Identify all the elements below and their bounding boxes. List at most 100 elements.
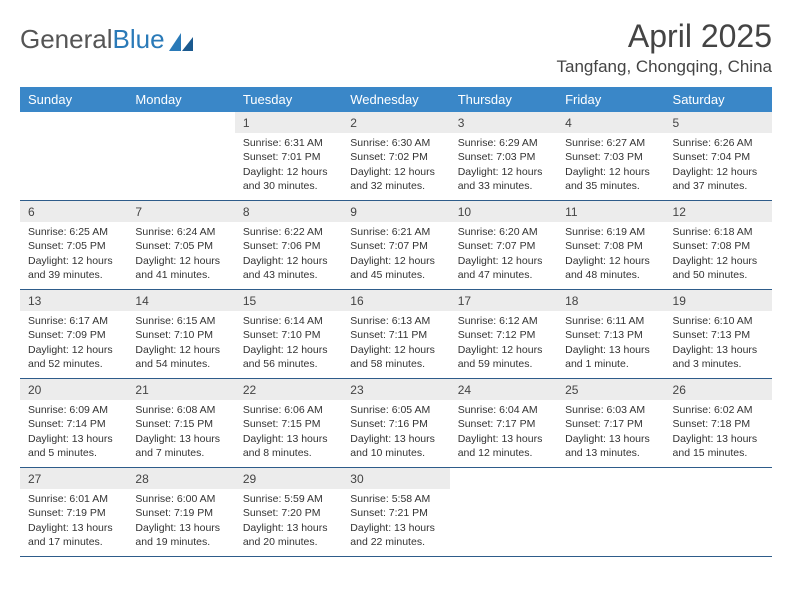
day-body: Sunrise: 6:11 AMSunset: 7:13 PMDaylight:… [557,311,664,377]
sunset-text: Sunset: 7:15 PM [135,417,226,431]
day-body: Sunrise: 5:59 AMSunset: 7:20 PMDaylight:… [235,489,342,555]
daylight-text: Daylight: 13 hours and 7 minutes. [135,432,226,460]
weeks-container: 1Sunrise: 6:31 AMSunset: 7:01 PMDaylight… [20,112,772,557]
daylight-text: Daylight: 13 hours and 12 minutes. [458,432,549,460]
sunset-text: Sunset: 7:09 PM [28,328,119,342]
sunrise-text: Sunrise: 6:01 AM [28,492,119,506]
sunset-text: Sunset: 7:11 PM [350,328,441,342]
page-header: GeneralBlue April 2025 Tangfang, Chongqi… [20,18,772,77]
day-cell: 8Sunrise: 6:22 AMSunset: 7:06 PMDaylight… [235,201,342,289]
daylight-text: Daylight: 12 hours and 45 minutes. [350,254,441,282]
week-row: 20Sunrise: 6:09 AMSunset: 7:14 PMDayligh… [20,379,772,468]
day-number: 23 [342,379,449,400]
daylight-text: Daylight: 12 hours and 54 minutes. [135,343,226,371]
day-body: Sunrise: 6:24 AMSunset: 7:05 PMDaylight:… [127,222,234,288]
day-number: 2 [342,112,449,133]
day-cell: 18Sunrise: 6:11 AMSunset: 7:13 PMDayligh… [557,290,664,378]
sunrise-text: Sunrise: 5:59 AM [243,492,334,506]
day-cell [20,112,127,200]
daylight-text: Daylight: 12 hours and 39 minutes. [28,254,119,282]
day-body: Sunrise: 6:30 AMSunset: 7:02 PMDaylight:… [342,133,449,199]
sunrise-text: Sunrise: 6:26 AM [673,136,764,150]
dayname-row: Sunday Monday Tuesday Wednesday Thursday… [20,87,772,112]
day-cell: 20Sunrise: 6:09 AMSunset: 7:14 PMDayligh… [20,379,127,467]
day-number: 15 [235,290,342,311]
week-row: 27Sunrise: 6:01 AMSunset: 7:19 PMDayligh… [20,468,772,557]
month-title: April 2025 [557,18,773,55]
day-number: 12 [665,201,772,222]
dayname-tuesday: Tuesday [235,87,342,112]
day-number: 9 [342,201,449,222]
day-cell: 21Sunrise: 6:08 AMSunset: 7:15 PMDayligh… [127,379,234,467]
day-body: Sunrise: 6:18 AMSunset: 7:08 PMDaylight:… [665,222,772,288]
sunset-text: Sunset: 7:20 PM [243,506,334,520]
daylight-text: Daylight: 12 hours and 58 minutes. [350,343,441,371]
sunrise-text: Sunrise: 6:12 AM [458,314,549,328]
day-number: 1 [235,112,342,133]
sunset-text: Sunset: 7:10 PM [243,328,334,342]
sunset-text: Sunset: 7:12 PM [458,328,549,342]
week-row: 13Sunrise: 6:17 AMSunset: 7:09 PMDayligh… [20,290,772,379]
daylight-text: Daylight: 12 hours and 33 minutes. [458,165,549,193]
sunrise-text: Sunrise: 5:58 AM [350,492,441,506]
sunrise-text: Sunrise: 6:19 AM [565,225,656,239]
logo-sail-icon [167,29,195,51]
sunrise-text: Sunrise: 6:00 AM [135,492,226,506]
day-number: 17 [450,290,557,311]
day-cell [127,112,234,200]
sunset-text: Sunset: 7:13 PM [673,328,764,342]
day-number: 14 [127,290,234,311]
sunset-text: Sunset: 7:19 PM [135,506,226,520]
day-cell [557,468,664,556]
day-number: 11 [557,201,664,222]
day-number: 10 [450,201,557,222]
daylight-text: Daylight: 13 hours and 22 minutes. [350,521,441,549]
day-number: 22 [235,379,342,400]
daylight-text: Daylight: 13 hours and 15 minutes. [673,432,764,460]
sunrise-text: Sunrise: 6:27 AM [565,136,656,150]
sunset-text: Sunset: 7:03 PM [458,150,549,164]
day-body: Sunrise: 6:03 AMSunset: 7:17 PMDaylight:… [557,400,664,466]
daylight-text: Daylight: 13 hours and 10 minutes. [350,432,441,460]
sunset-text: Sunset: 7:17 PM [458,417,549,431]
dayname-friday: Friday [557,87,664,112]
day-cell [450,468,557,556]
day-body: Sunrise: 6:31 AMSunset: 7:01 PMDaylight:… [235,133,342,199]
day-body: Sunrise: 6:00 AMSunset: 7:19 PMDaylight:… [127,489,234,555]
sunrise-text: Sunrise: 6:04 AM [458,403,549,417]
sunrise-text: Sunrise: 6:18 AM [673,225,764,239]
day-cell: 24Sunrise: 6:04 AMSunset: 7:17 PMDayligh… [450,379,557,467]
daylight-text: Daylight: 13 hours and 13 minutes. [565,432,656,460]
day-body: Sunrise: 6:20 AMSunset: 7:07 PMDaylight:… [450,222,557,288]
day-body: Sunrise: 6:10 AMSunset: 7:13 PMDaylight:… [665,311,772,377]
day-body: Sunrise: 6:15 AMSunset: 7:10 PMDaylight:… [127,311,234,377]
sunrise-text: Sunrise: 6:22 AM [243,225,334,239]
sunset-text: Sunset: 7:17 PM [565,417,656,431]
day-cell: 27Sunrise: 6:01 AMSunset: 7:19 PMDayligh… [20,468,127,556]
daylight-text: Daylight: 12 hours and 30 minutes. [243,165,334,193]
sunset-text: Sunset: 7:05 PM [135,239,226,253]
day-cell: 19Sunrise: 6:10 AMSunset: 7:13 PMDayligh… [665,290,772,378]
sunset-text: Sunset: 7:01 PM [243,150,334,164]
day-cell: 30Sunrise: 5:58 AMSunset: 7:21 PMDayligh… [342,468,449,556]
logo-text-general: General [20,24,113,55]
day-number: 25 [557,379,664,400]
daylight-text: Daylight: 12 hours and 48 minutes. [565,254,656,282]
day-number: 6 [20,201,127,222]
day-number: 3 [450,112,557,133]
week-row: 1Sunrise: 6:31 AMSunset: 7:01 PMDaylight… [20,112,772,201]
sunrise-text: Sunrise: 6:14 AM [243,314,334,328]
day-body: Sunrise: 6:12 AMSunset: 7:12 PMDaylight:… [450,311,557,377]
sunset-text: Sunset: 7:08 PM [565,239,656,253]
day-number: 7 [127,201,234,222]
day-number: 29 [235,468,342,489]
day-cell [665,468,772,556]
day-body: Sunrise: 6:14 AMSunset: 7:10 PMDaylight:… [235,311,342,377]
sunset-text: Sunset: 7:02 PM [350,150,441,164]
daylight-text: Daylight: 12 hours and 47 minutes. [458,254,549,282]
daylight-text: Daylight: 13 hours and 5 minutes. [28,432,119,460]
day-cell: 29Sunrise: 5:59 AMSunset: 7:20 PMDayligh… [235,468,342,556]
day-body: Sunrise: 6:19 AMSunset: 7:08 PMDaylight:… [557,222,664,288]
sunset-text: Sunset: 7:16 PM [350,417,441,431]
day-number: 5 [665,112,772,133]
